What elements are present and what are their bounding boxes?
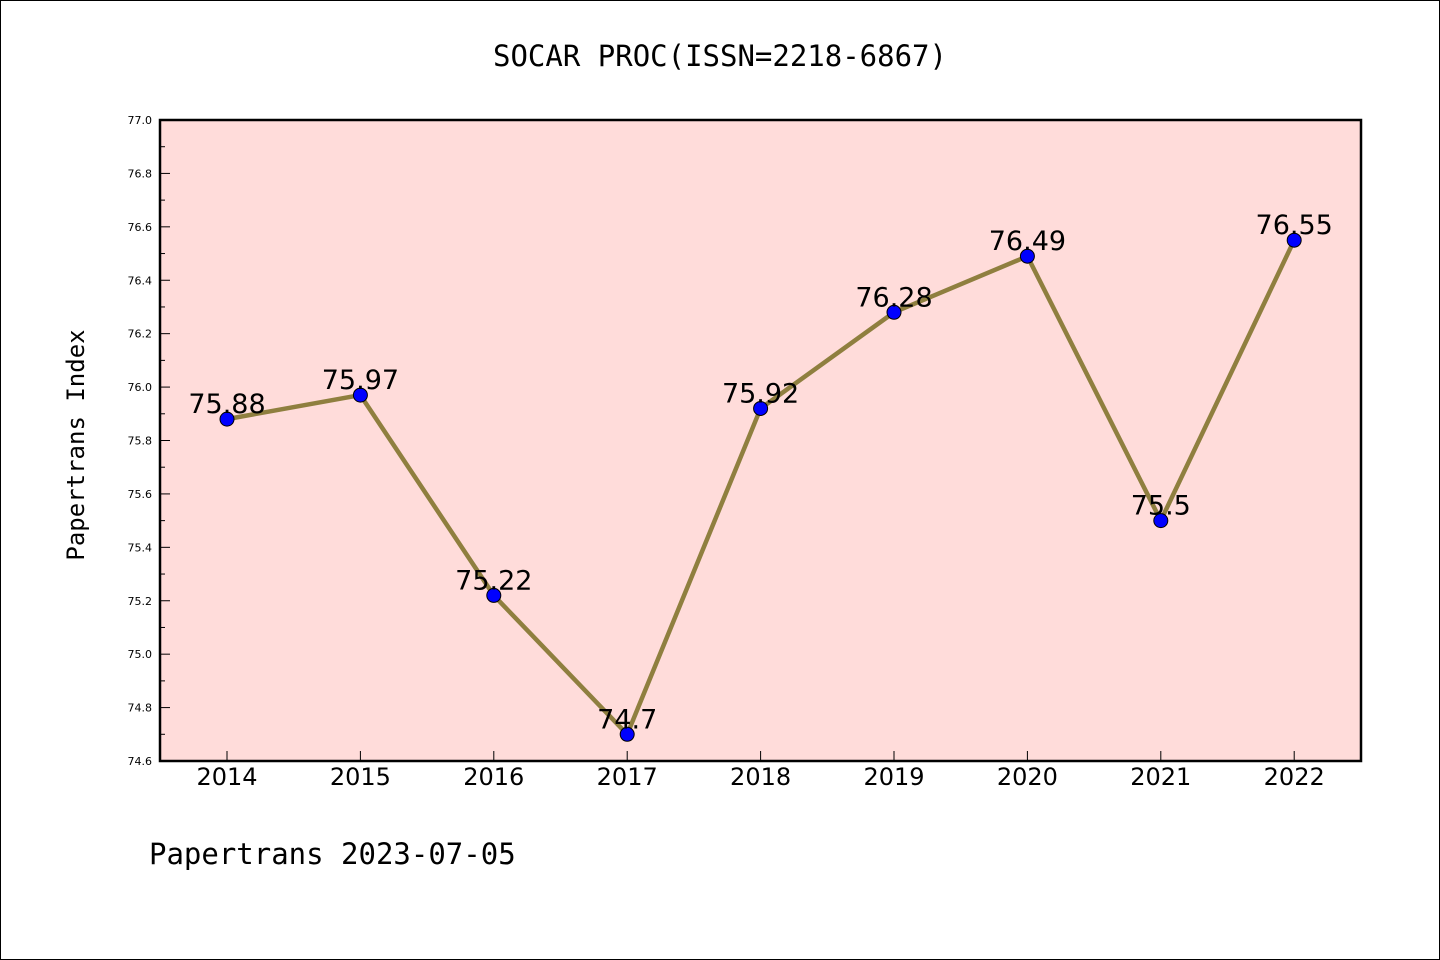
- x-axis: 2014 2015 2016 2017 2018 2019 2020 2021 2022: [196, 751, 1325, 791]
- x-tick-label: 2015: [330, 763, 391, 791]
- data-label: 75.97: [322, 365, 399, 396]
- y-tick-label: 75.2: [128, 595, 153, 608]
- data-point: [753, 400, 769, 416]
- data-point: [1153, 513, 1169, 529]
- y-tick-label: 74.8: [128, 702, 153, 715]
- y-axis: 74.6 74.8 75.0 75.2 75.4 75.6 75.8 76.0 76.2 76.4…: [128, 114, 170, 768]
- y-axis-label: Papertrans Index: [62, 329, 90, 560]
- data-point: [1286, 232, 1302, 248]
- data-point: [486, 587, 502, 603]
- y-tick-label: 76.6: [128, 221, 153, 234]
- x-tick-label: 2016: [463, 763, 524, 791]
- y-tick-label: 75.8: [128, 435, 153, 448]
- data-point: [1019, 248, 1035, 264]
- y-tick-label: 75.6: [128, 488, 153, 501]
- data-point: [886, 304, 902, 320]
- markers-group: [219, 232, 1302, 742]
- y-tick-label: 75.0: [128, 648, 153, 661]
- x-tick-label: 2018: [730, 763, 791, 791]
- data-label: 76.55: [1256, 210, 1333, 241]
- data-point: [352, 387, 368, 403]
- data-point: [619, 726, 635, 742]
- chart-title: SOCAR PROC(ISSN=2218-6867): [493, 39, 947, 73]
- data-point: [219, 411, 235, 427]
- y-tick-label: 76.4: [128, 274, 153, 287]
- footer-text: Papertrans 2023-07-05: [149, 837, 516, 871]
- y-tick-label: 75.4: [128, 541, 153, 554]
- x-tick-label: 2021: [1130, 763, 1191, 791]
- data-labels-group: 75.88 75.97 75.22 74.7 75.92 76.28 76.49 75.5 76…: [188, 210, 1332, 735]
- plot-area: [160, 120, 1361, 761]
- y-tick-label: 76.2: [128, 328, 153, 341]
- plot-border: [158, 118, 1363, 763]
- x-tick-label: 2014: [196, 763, 257, 791]
- y-tick-label: 76.0: [128, 381, 153, 394]
- y-tick-label: 77.0: [128, 114, 153, 127]
- x-tick-label: 2020: [997, 763, 1058, 791]
- x-tick-label: 2019: [863, 763, 924, 791]
- data-label: 74.7: [597, 704, 657, 735]
- y-tick-label: 76.8: [128, 167, 153, 180]
- data-label: 76.49: [989, 226, 1066, 257]
- data-label: 76.28: [855, 282, 932, 313]
- data-label: 75.5: [1131, 491, 1191, 522]
- x-tick-label: 2017: [597, 763, 658, 791]
- data-label: 75.88: [188, 389, 265, 420]
- data-label: 75.22: [455, 565, 532, 596]
- data-label: 75.92: [722, 378, 799, 409]
- y-tick-label: 74.6: [128, 755, 153, 768]
- x-tick-label: 2022: [1264, 763, 1325, 791]
